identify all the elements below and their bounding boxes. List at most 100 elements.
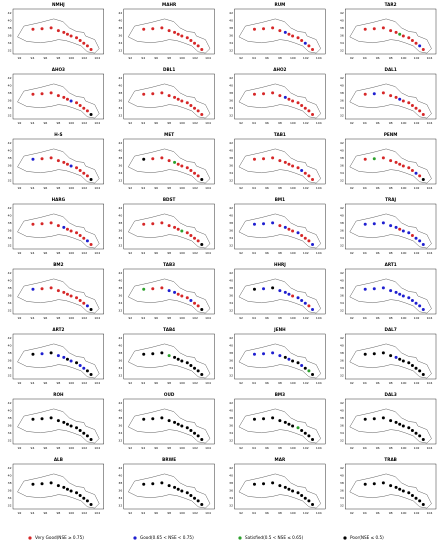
station — [363, 92, 367, 96]
station — [78, 299, 82, 302]
panel: AHO3 92 94 96 98 100 102 104 32 34 36 38 40 42 — [8, 67, 104, 125]
x-tick-label: 98 — [389, 186, 393, 190]
x-tick-label: 100 — [290, 446, 296, 450]
x-tick-label: 94 — [141, 511, 145, 515]
x-tick-label: 104 — [316, 121, 322, 125]
station — [49, 156, 53, 160]
station — [193, 496, 197, 500]
station — [56, 159, 60, 163]
station — [296, 491, 300, 495]
station — [407, 491, 411, 495]
station — [176, 227, 180, 231]
station — [62, 30, 66, 34]
x-tick-label: 92 — [128, 121, 132, 125]
station — [173, 225, 177, 229]
plot-frame — [345, 463, 437, 510]
y-tick-label: 36 — [8, 358, 12, 362]
y-tick-label: 34 — [229, 431, 233, 435]
x-tick-label: 92 — [128, 511, 132, 515]
station — [189, 429, 193, 432]
plot-frame — [12, 73, 104, 120]
y-tick-label: 32 — [340, 243, 344, 247]
station — [167, 484, 171, 488]
y-tick-label: 34 — [8, 171, 12, 175]
y-tick-label: 40 — [340, 408, 344, 412]
region-outline — [238, 148, 321, 184]
y-tick-label: 42 — [229, 141, 233, 145]
station — [75, 491, 79, 495]
y-tick-label: 42 — [229, 76, 233, 80]
panel: ROH 92 94 96 98 100 102 104 32 34 36 38 40 42 — [8, 392, 104, 450]
x-tick-label: 92 — [239, 251, 243, 255]
plot-frame — [234, 8, 326, 55]
y-tick-label: 32 — [229, 438, 233, 442]
station — [363, 222, 367, 226]
station — [31, 157, 35, 161]
station — [410, 169, 414, 172]
station — [398, 292, 402, 296]
station — [89, 308, 93, 311]
station — [40, 222, 44, 226]
panel: DBL1 92 94 96 98 100 102 104 32 34 36 38 40 42 — [118, 67, 215, 125]
station — [193, 431, 197, 435]
station — [180, 229, 184, 233]
station — [176, 32, 180, 36]
x-tick-label: 102 — [81, 511, 87, 515]
station — [401, 294, 405, 298]
station — [185, 296, 189, 300]
station — [311, 113, 315, 116]
x-tick-label: 102 — [303, 316, 309, 320]
station — [407, 296, 411, 300]
x-tick-label: 100 — [290, 251, 296, 255]
y-tick-label: 34 — [340, 41, 344, 45]
station — [31, 92, 35, 96]
y-tick-label: 40 — [340, 213, 344, 217]
y-tick-label: 34 — [340, 366, 344, 370]
station — [196, 174, 200, 178]
station — [421, 48, 425, 51]
legend-label: Very Good(NSE ≥ 0.75) — [35, 535, 84, 540]
station — [300, 494, 304, 497]
station — [303, 301, 307, 305]
panel-title: DAL7 — [384, 327, 396, 332]
x-tick-label: 102 — [81, 121, 87, 125]
station — [287, 32, 291, 36]
x-tick-label: 98 — [56, 316, 60, 320]
y-tick-label: 42 — [340, 206, 344, 210]
station — [394, 290, 398, 294]
station — [410, 494, 414, 497]
x-tick-label: 104 — [316, 56, 322, 60]
station — [160, 221, 164, 225]
y-tick-label: 40 — [229, 213, 233, 217]
station — [196, 304, 200, 308]
panel: DAL7 92 94 96 98 100 102 104 32 34 36 38 40 42 — [340, 327, 437, 385]
y-tick-label: 34 — [8, 301, 12, 305]
plot-frame — [123, 138, 215, 185]
station — [414, 41, 418, 45]
station — [185, 36, 189, 40]
plot-frame — [123, 333, 215, 380]
station — [85, 174, 89, 178]
y-tick-label: 40 — [8, 213, 12, 217]
station — [75, 166, 79, 170]
panel-title: PENM — [384, 132, 398, 137]
y-tick-label: 42 — [8, 401, 12, 405]
x-tick-label: 102 — [81, 381, 87, 385]
x-tick-label: 98 — [278, 186, 282, 190]
station — [151, 92, 155, 96]
station — [381, 416, 385, 420]
x-tick-label: 98 — [389, 251, 393, 255]
y-tick-label: 36 — [229, 488, 233, 492]
x-tick-label: 94 — [363, 511, 367, 515]
x-tick-label: 104 — [427, 511, 433, 515]
y-tick-label: 40 — [340, 278, 344, 282]
region-outline — [17, 83, 100, 119]
station — [142, 157, 146, 161]
y-tick-label: 38 — [118, 26, 122, 30]
x-tick-label: 94 — [252, 56, 256, 60]
x-tick-label: 92 — [350, 511, 354, 515]
station — [31, 482, 35, 486]
x-tick-label: 104 — [316, 186, 322, 190]
y-tick-label: 40 — [229, 278, 233, 282]
x-tick-label: 92 — [350, 121, 354, 125]
